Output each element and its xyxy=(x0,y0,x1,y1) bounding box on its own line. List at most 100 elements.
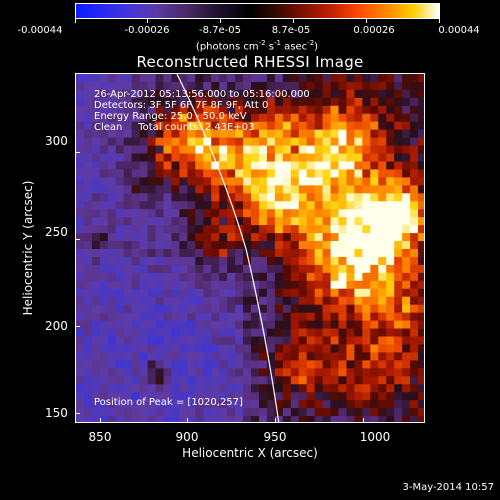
heatmap-cell xyxy=(314,161,324,171)
heatmap-cell xyxy=(187,352,196,361)
heatmap-cell xyxy=(282,145,292,155)
heatmap-cell xyxy=(163,105,173,115)
heatmap-cell xyxy=(155,416,165,422)
heatmap-cell xyxy=(402,74,411,83)
heatmap-cell xyxy=(83,320,93,330)
heatmap-cell xyxy=(211,105,220,115)
heatmap-cell xyxy=(322,177,332,186)
heatmap-cell xyxy=(76,272,85,282)
heatmap-cell xyxy=(251,97,260,107)
heatmap-cell xyxy=(187,129,196,139)
colorbar-tick-label: -0.00026 xyxy=(124,25,170,36)
y-axis-tick xyxy=(75,239,80,240)
heatmap-cell xyxy=(163,217,173,226)
heatmap-cell xyxy=(187,288,196,298)
heatmap-cell xyxy=(187,312,196,322)
heatmap-cell xyxy=(298,384,308,393)
heatmap-cell xyxy=(298,209,308,218)
heatmap-cell xyxy=(179,328,188,338)
heatmap-cell xyxy=(386,121,395,131)
heatmap-cell xyxy=(322,360,332,369)
heatmap-cell xyxy=(115,376,125,385)
heatmap-cell xyxy=(179,384,188,393)
heatmap-cell xyxy=(258,193,268,202)
heatmap-cell xyxy=(195,328,204,338)
heatmap-cell xyxy=(179,217,188,226)
heatmap-cell xyxy=(251,416,260,422)
heatmap-cell xyxy=(338,177,348,186)
heatmap-cell xyxy=(171,217,180,226)
heatmap-cell xyxy=(338,280,348,290)
heatmap-cell xyxy=(195,217,204,226)
heatmap-cell xyxy=(139,288,149,298)
heatmap-cell xyxy=(203,177,212,186)
heatmap-cell xyxy=(266,217,276,226)
heatmap-cell xyxy=(378,233,387,242)
heatmap-cell xyxy=(314,344,324,353)
heatmap-cell xyxy=(330,233,340,242)
heatmap-cell xyxy=(139,225,149,234)
heatmap-cell xyxy=(203,392,212,401)
heatmap-cell xyxy=(107,129,117,139)
heatmap-cell xyxy=(76,256,85,266)
heatmap-cell xyxy=(330,225,340,234)
heatmap-cell xyxy=(243,201,252,210)
heatmap-cell xyxy=(338,225,348,234)
heatmap-cell xyxy=(274,328,284,338)
heatmap-cell xyxy=(346,400,355,409)
heatmap-cell xyxy=(330,153,340,163)
heatmap-cell xyxy=(314,392,324,401)
heatmap-cell xyxy=(171,312,180,322)
heatmap-cell xyxy=(147,328,157,338)
heatmap-cell xyxy=(179,360,188,369)
heatmap-cell xyxy=(115,360,125,369)
heatmap-cell xyxy=(219,272,228,282)
heatmap-cell xyxy=(147,296,157,306)
heatmap-cell xyxy=(163,400,173,409)
heatmap-cell xyxy=(266,272,276,282)
heatmap-cell xyxy=(354,264,363,274)
heatmap-cell xyxy=(338,233,348,242)
heatmap-cell xyxy=(346,241,355,250)
heatmap-cell xyxy=(139,74,149,83)
heatmap-cell xyxy=(99,304,109,314)
heatmap-cell xyxy=(282,81,292,91)
heatmap-cell xyxy=(171,296,180,306)
heatmap-cell xyxy=(274,185,284,194)
heatmap-cell xyxy=(76,392,85,401)
heatmap-cell xyxy=(282,169,292,178)
heatmap-cell xyxy=(107,336,117,346)
heatmap-cell xyxy=(282,201,292,210)
heatmap-cell xyxy=(131,113,141,123)
heatmap-cell xyxy=(155,312,165,322)
heatmap-cell xyxy=(163,153,173,163)
heatmap-cell xyxy=(203,249,212,258)
heatmap-cell xyxy=(274,121,284,131)
heatmap-cell xyxy=(147,280,157,290)
heatmap-cell xyxy=(274,74,284,83)
heatmap-cell xyxy=(306,400,316,409)
heatmap-cell xyxy=(187,74,196,83)
heatmap-cell xyxy=(187,376,196,385)
heatmap-cell xyxy=(131,129,141,139)
heatmap-cell xyxy=(410,145,419,155)
heatmap-cell xyxy=(402,97,411,107)
heatmap-cell xyxy=(107,280,117,290)
heatmap-cell xyxy=(115,137,125,147)
heatmap-cell xyxy=(370,209,379,218)
heatmap-cell xyxy=(171,392,180,401)
heatmap-cell xyxy=(370,137,379,147)
heatmap-cell xyxy=(195,129,204,139)
heatmap-cell xyxy=(314,288,324,298)
heatmap-cell xyxy=(251,336,260,346)
heatmap-cell xyxy=(274,153,284,163)
heatmap-cell xyxy=(251,241,260,250)
heatmap-cell xyxy=(99,74,109,83)
heatmap-cell xyxy=(362,264,371,274)
heatmap-cell xyxy=(219,201,228,210)
heatmap-cell xyxy=(266,400,276,409)
heatmap-cell xyxy=(163,264,173,274)
heatmap-cell xyxy=(76,264,85,274)
heatmap-cell xyxy=(258,249,268,258)
heatmap-cell xyxy=(418,161,424,171)
